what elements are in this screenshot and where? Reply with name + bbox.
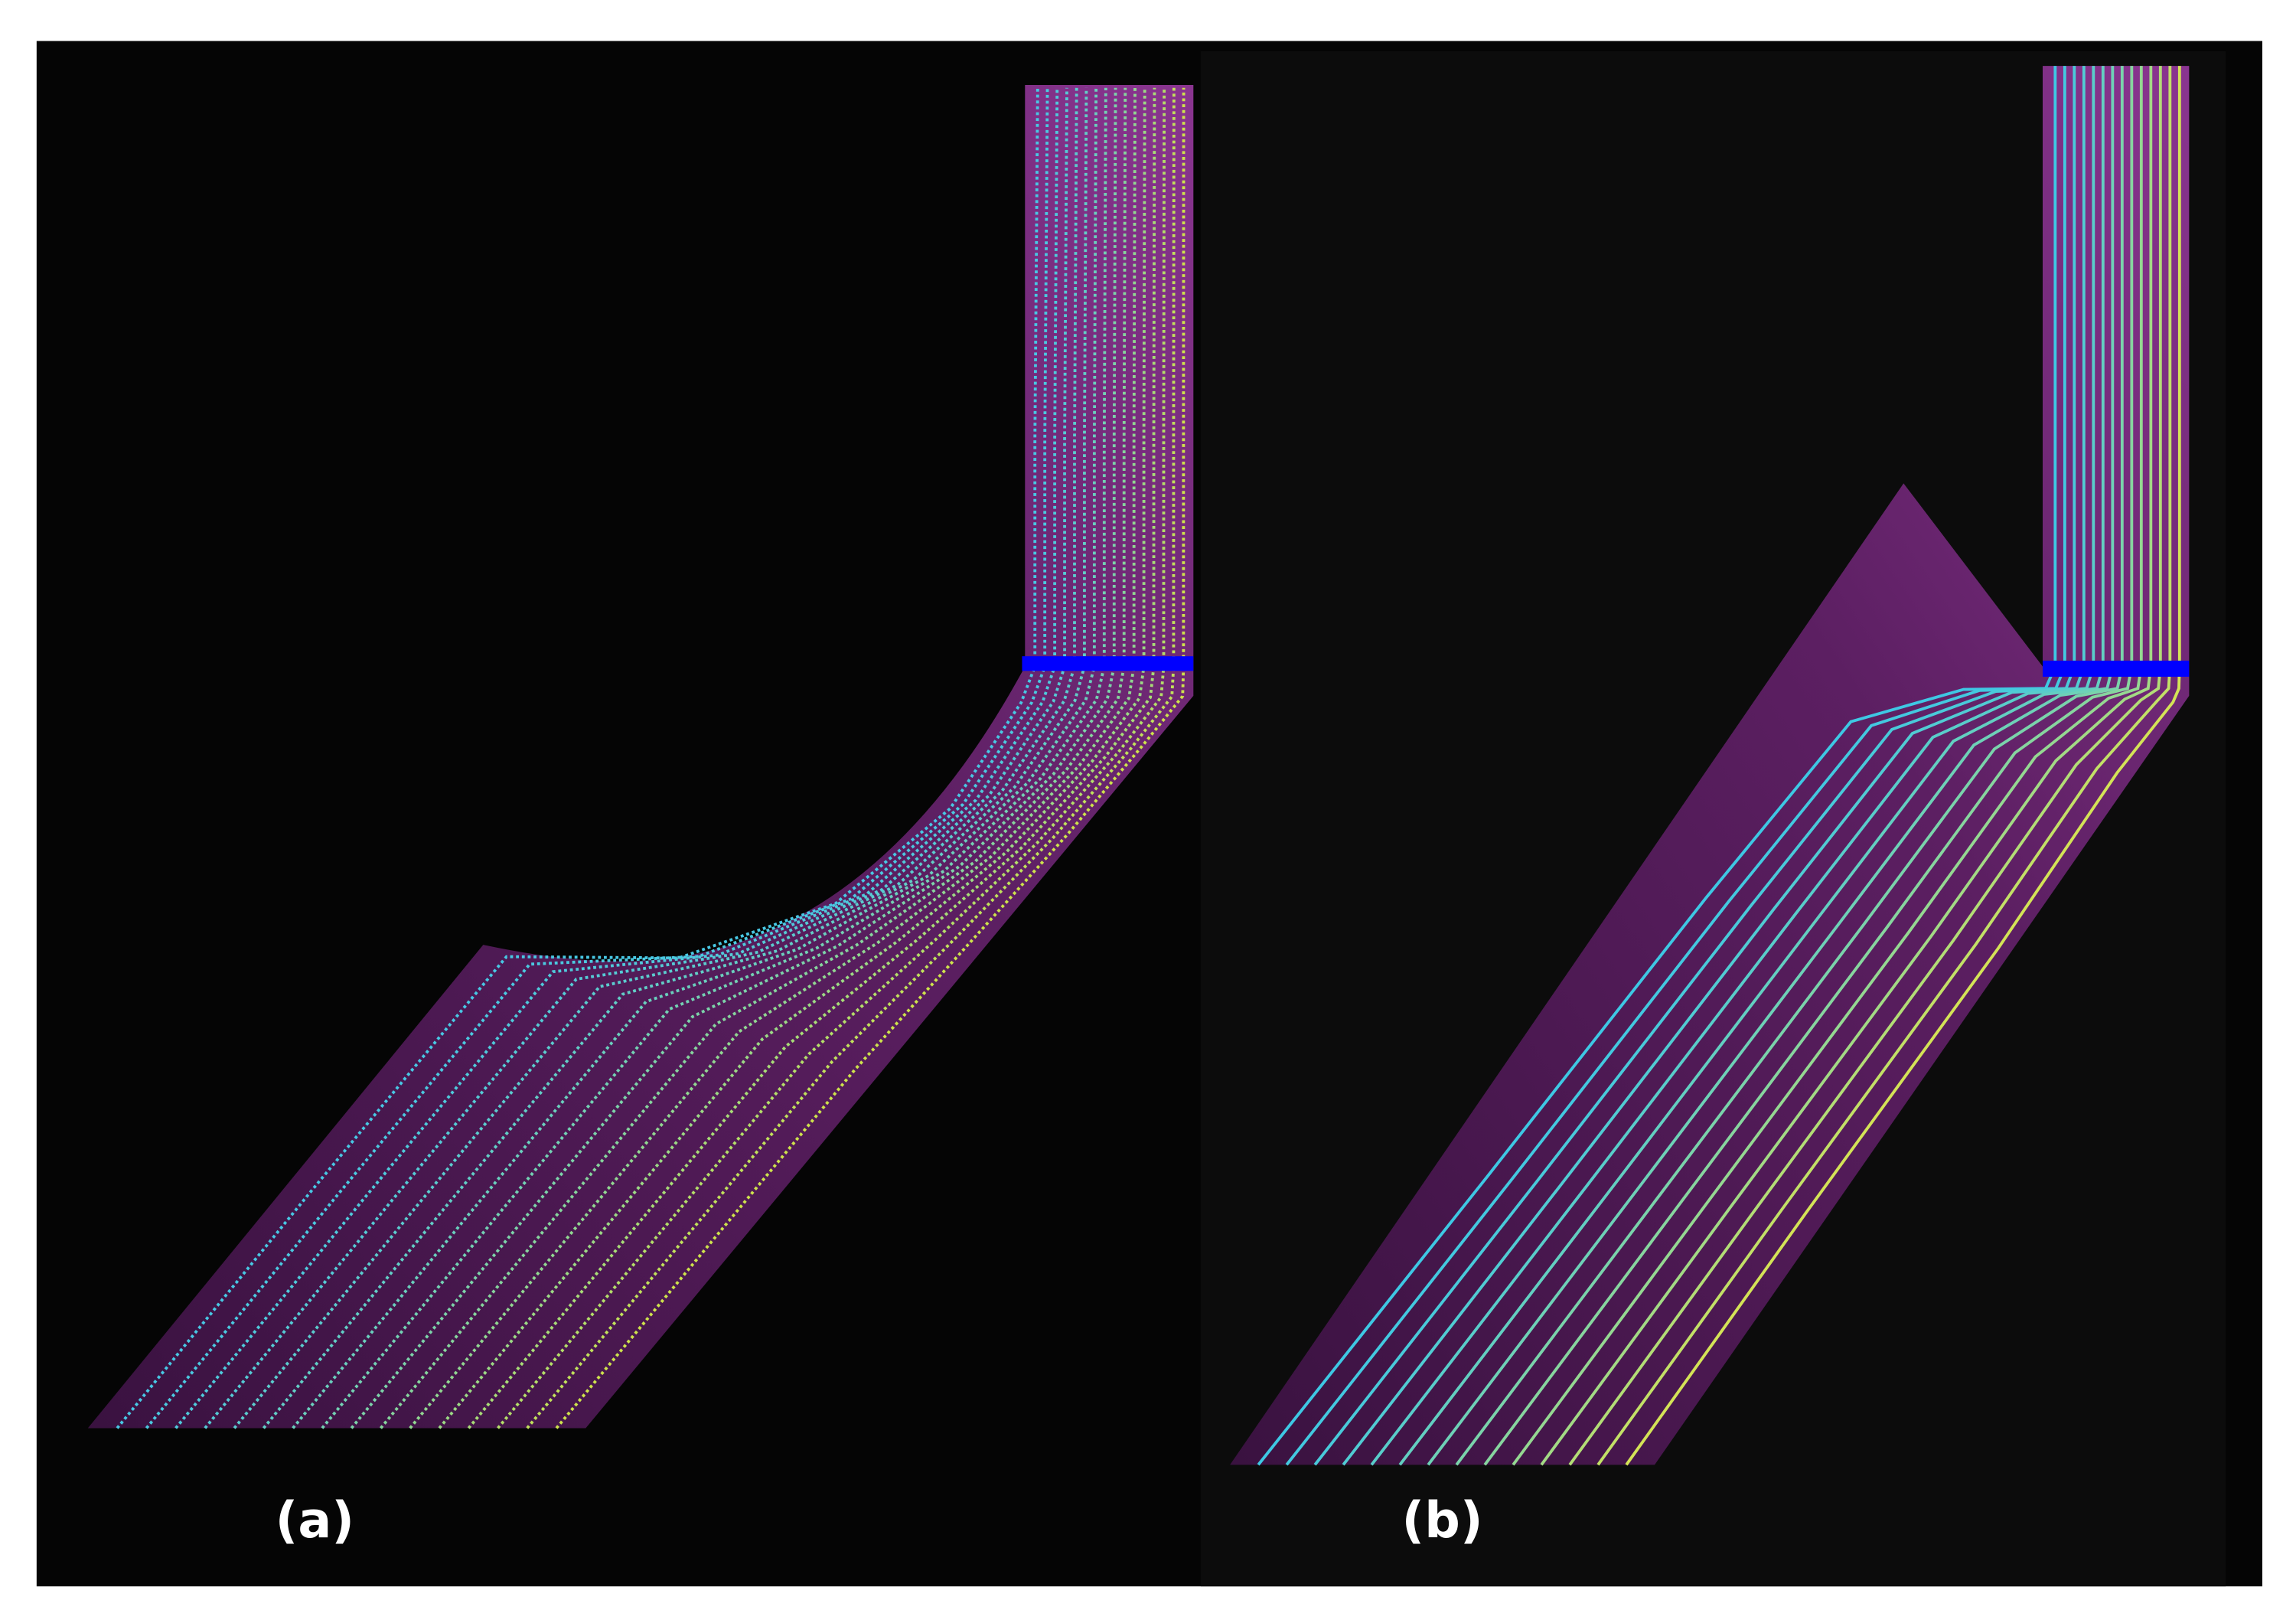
streamline [116,87,1039,1429]
streamline [1370,66,2095,1466]
streamline [321,87,1107,1429]
streamline [379,87,1127,1429]
streamline [1483,66,2134,1466]
streamline [526,87,1176,1429]
channel-a [87,84,1194,1429]
streamline [409,87,1137,1429]
streamline [1512,66,2143,1466]
streamline [1625,66,2181,1466]
streamline [1342,66,2086,1466]
outlet-bar-a [1022,656,1194,671]
streamline [1398,66,2105,1466]
streamline [1455,66,2124,1466]
streamline [174,87,1059,1429]
streamline [497,87,1166,1429]
panel-label: (a) [276,1492,354,1550]
streamlines [116,66,2181,1466]
streamline [438,87,1146,1429]
streamline [1540,66,2153,1466]
outlet-bar-b [2043,660,2190,677]
streamline [145,87,1049,1429]
streamline [1285,66,2066,1466]
streamline [1313,66,2076,1466]
streamline [1257,66,2057,1466]
streamline [204,87,1068,1429]
panel-label: (b) [1402,1492,1483,1550]
streamline [1427,66,2115,1466]
streamline [350,87,1117,1429]
streamline [262,87,1088,1429]
streamline [1568,66,2162,1466]
streamline [1596,66,2172,1466]
streamline [233,87,1078,1429]
streamline [292,87,1098,1429]
